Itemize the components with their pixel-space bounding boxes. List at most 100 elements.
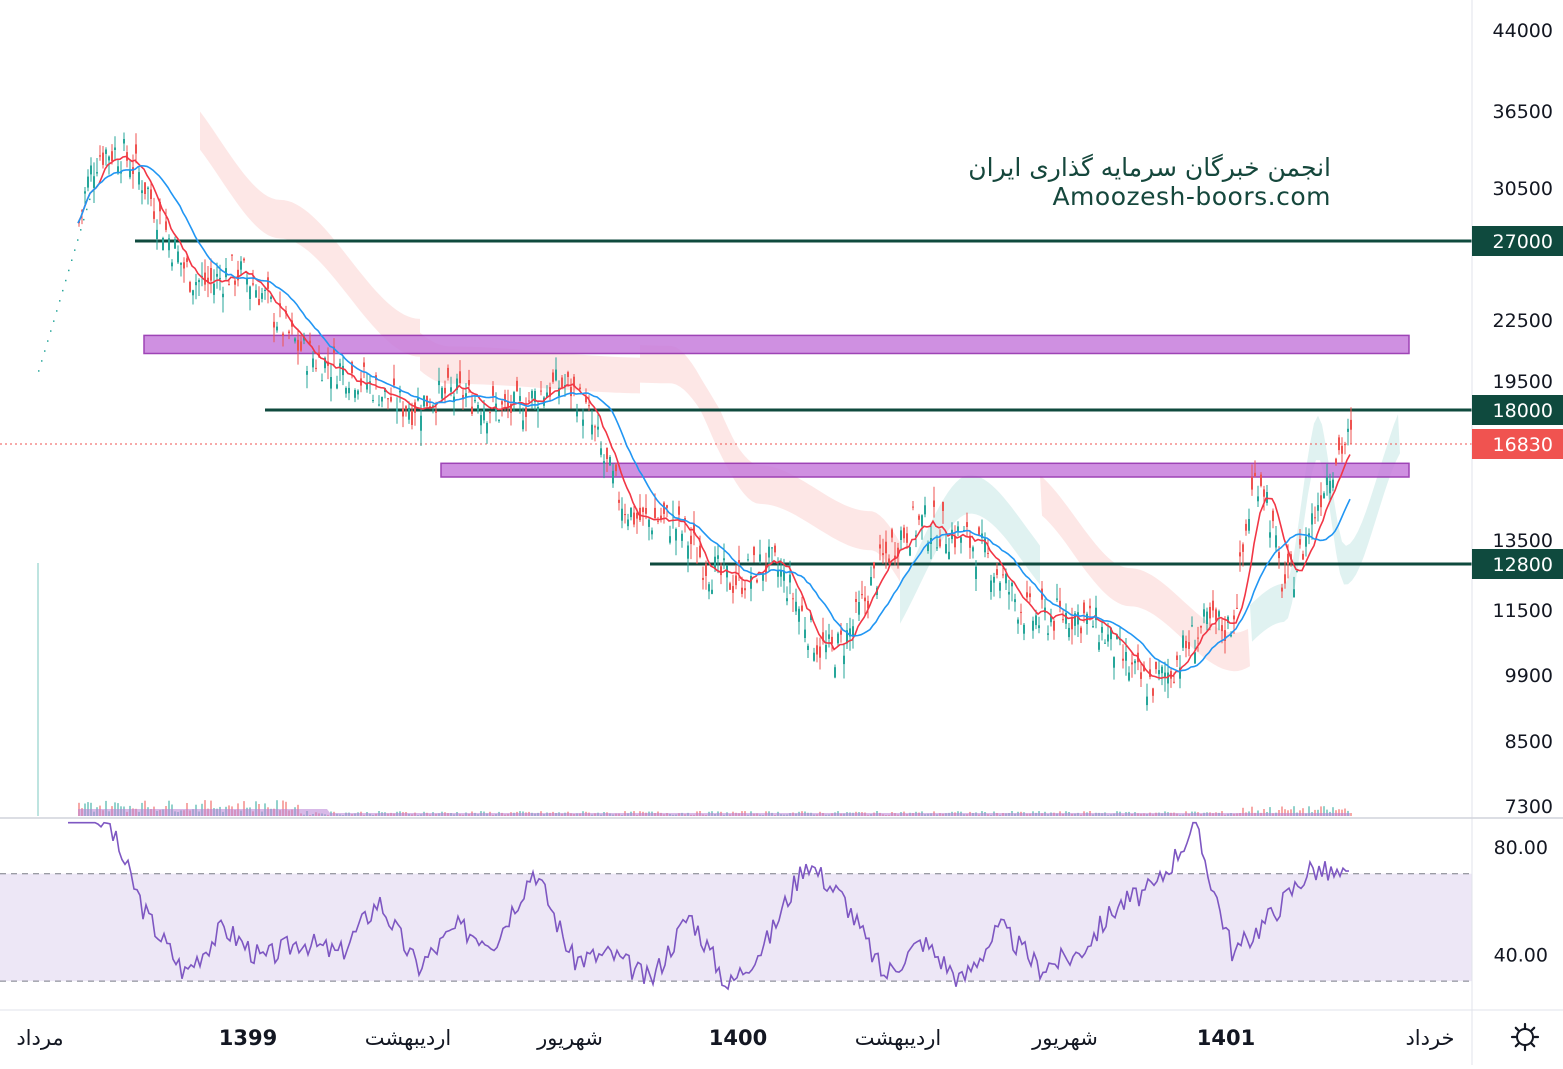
candle-body	[336, 384, 338, 389]
candle-body	[1299, 539, 1301, 545]
candle-body	[1122, 658, 1124, 661]
candle-body	[1029, 593, 1031, 598]
candle-body	[882, 553, 884, 556]
volume-bar	[210, 800, 212, 816]
candle-body	[234, 280, 236, 285]
volume-bar	[1269, 807, 1271, 816]
gear-icon[interactable]	[1510, 1022, 1540, 1052]
candle-body	[582, 419, 584, 426]
candle-body	[969, 535, 971, 548]
price-tick-label: 36500	[1493, 101, 1553, 123]
candle-body	[624, 514, 626, 516]
candle-body	[846, 630, 848, 644]
candle-body	[1152, 688, 1154, 696]
candle-body	[471, 406, 473, 414]
candle-body	[1047, 633, 1049, 635]
candle-body	[891, 529, 893, 538]
ma-fast-line	[77, 155, 1351, 680]
candle-body	[1173, 681, 1175, 683]
price-tick-label: 44000	[1493, 20, 1553, 42]
cloud-band	[1040, 475, 1250, 672]
candle-body	[834, 667, 836, 678]
candle-body	[477, 405, 479, 411]
candle-body	[1233, 615, 1235, 620]
candle-body	[165, 221, 167, 230]
candle-body	[444, 387, 446, 394]
candle-body	[297, 339, 299, 351]
candle-body	[873, 562, 875, 569]
candle-body	[705, 564, 707, 576]
candle-body	[543, 397, 545, 406]
candle-body	[1221, 625, 1223, 632]
candle-body	[987, 553, 989, 554]
candle-body	[762, 573, 764, 581]
candle-body	[381, 396, 383, 402]
pre-candle-dot	[83, 218, 85, 221]
pre-candle-dot	[77, 239, 79, 241]
candle-body	[753, 547, 755, 556]
candle-body	[810, 614, 812, 620]
candle-body	[213, 283, 215, 295]
candle-body	[90, 165, 92, 175]
candle-body	[1161, 666, 1163, 674]
candle-body	[759, 554, 761, 562]
candle-body	[924, 505, 926, 515]
candle-body	[531, 390, 533, 399]
candle-body	[720, 566, 722, 576]
time-tick-label: 1401	[1197, 1026, 1255, 1050]
candle-body	[768, 546, 770, 558]
candle-body	[246, 278, 248, 285]
candle-body	[702, 577, 704, 580]
candle-body	[1209, 607, 1211, 619]
candle-body	[270, 296, 272, 299]
watermark-url: Amoozesh-boors.com	[1052, 182, 1331, 211]
candle-body	[1329, 480, 1331, 494]
candle-body	[228, 284, 230, 286]
candle-body	[555, 369, 557, 381]
volume-ma-area	[78, 809, 1350, 816]
time-tick-label: مرداد	[16, 1026, 63, 1050]
volume-bar	[1344, 808, 1346, 816]
candle-body	[96, 172, 98, 174]
candle-body	[1320, 495, 1322, 508]
candle-body	[1200, 625, 1202, 628]
candle-body	[1062, 619, 1064, 621]
candle-body	[675, 529, 677, 541]
volume-bar	[285, 801, 287, 816]
candle-body	[861, 594, 863, 596]
candle-body	[657, 520, 659, 522]
candle-body	[681, 533, 683, 541]
candle-body	[324, 357, 326, 369]
candle-body	[1239, 552, 1241, 557]
pre-candle-dot	[74, 249, 76, 251]
candle-body	[240, 261, 242, 270]
rsi-tick-label: 40.00	[1494, 944, 1548, 966]
pre-candle-dot	[86, 208, 88, 211]
candle-body	[1134, 660, 1136, 664]
pre-candle-dot	[47, 340, 49, 342]
candle-body	[597, 426, 599, 430]
candle-body	[237, 269, 239, 281]
candle-body	[789, 574, 791, 583]
candle-body	[255, 290, 257, 298]
candle-body	[1053, 621, 1055, 631]
candle-body	[1230, 634, 1232, 637]
candle-body	[510, 404, 512, 413]
candle-body	[276, 326, 278, 331]
candle-body	[870, 577, 872, 586]
candle-body	[198, 280, 200, 283]
candle-body	[1275, 535, 1277, 548]
support-zone	[440, 462, 1410, 478]
volume-bar	[282, 800, 284, 816]
candle-body	[468, 380, 470, 386]
volume-bar	[1314, 809, 1316, 816]
price-tick-label: 22500	[1493, 310, 1553, 332]
candle-body	[1158, 670, 1160, 675]
candle-body	[1017, 619, 1019, 624]
candle-body	[756, 579, 758, 583]
price-label-text: 18000	[1493, 400, 1553, 422]
candle-body	[1248, 519, 1250, 531]
candle-body	[567, 372, 569, 377]
